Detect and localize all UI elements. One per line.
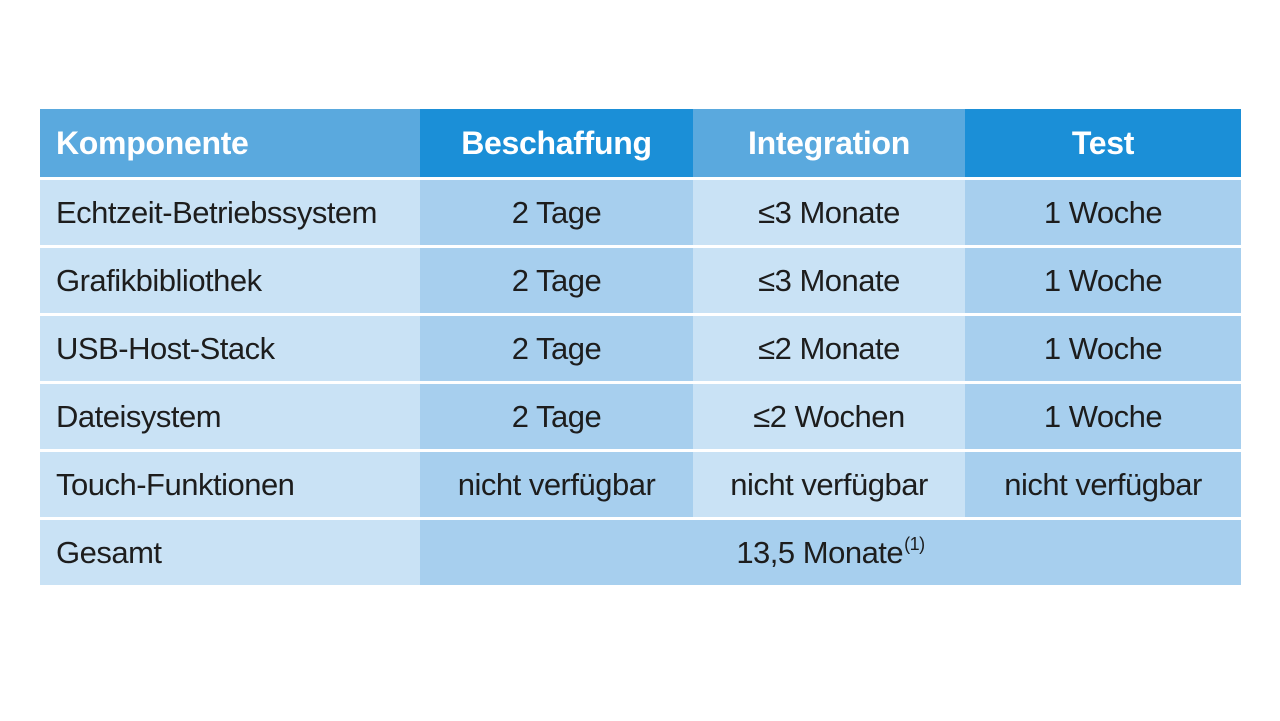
table-cell: 1 Woche [965, 245, 1241, 313]
table-cell: 1 Woche [965, 177, 1241, 245]
total-label: Gesamt [40, 517, 420, 585]
header-beschaffung: Beschaffung [420, 109, 693, 177]
table-row-label: Grafikbibliothek [40, 245, 420, 313]
table-cell: nicht verfügbar [420, 449, 693, 517]
table-cell: 2 Tage [420, 313, 693, 381]
table-cell: 2 Tage [420, 245, 693, 313]
comparison-table: Komponente Beschaffung Integration Test … [40, 109, 1241, 585]
footnote-marker: (1) [904, 534, 925, 554]
total-value: 13,5 Monate (1) [420, 517, 1241, 585]
total-value-text: 13,5 Monate [736, 534, 904, 570]
table-cell: ≤3 Monate [693, 245, 965, 313]
table-row-label: USB-Host-Stack [40, 313, 420, 381]
table-cell: nicht verfügbar [965, 449, 1241, 517]
table-cell: ≤2 Monate [693, 313, 965, 381]
table-cell: 1 Woche [965, 313, 1241, 381]
table-grid: Komponente Beschaffung Integration Test … [40, 109, 1241, 585]
table-cell: 1 Woche [965, 381, 1241, 449]
table-cell: ≤3 Monate [693, 177, 965, 245]
table-cell: ≤2 Wochen [693, 381, 965, 449]
table-cell: 2 Tage [420, 177, 693, 245]
table-cell: 2 Tage [420, 381, 693, 449]
header-integration: Integration [693, 109, 965, 177]
header-test: Test [965, 109, 1241, 177]
table-row-label: Echtzeit-Betriebssystem [40, 177, 420, 245]
header-komponente: Komponente [40, 109, 420, 177]
table-cell: nicht verfügbar [693, 449, 965, 517]
table-row-label: Touch-Funktionen [40, 449, 420, 517]
table-row-label: Dateisystem [40, 381, 420, 449]
